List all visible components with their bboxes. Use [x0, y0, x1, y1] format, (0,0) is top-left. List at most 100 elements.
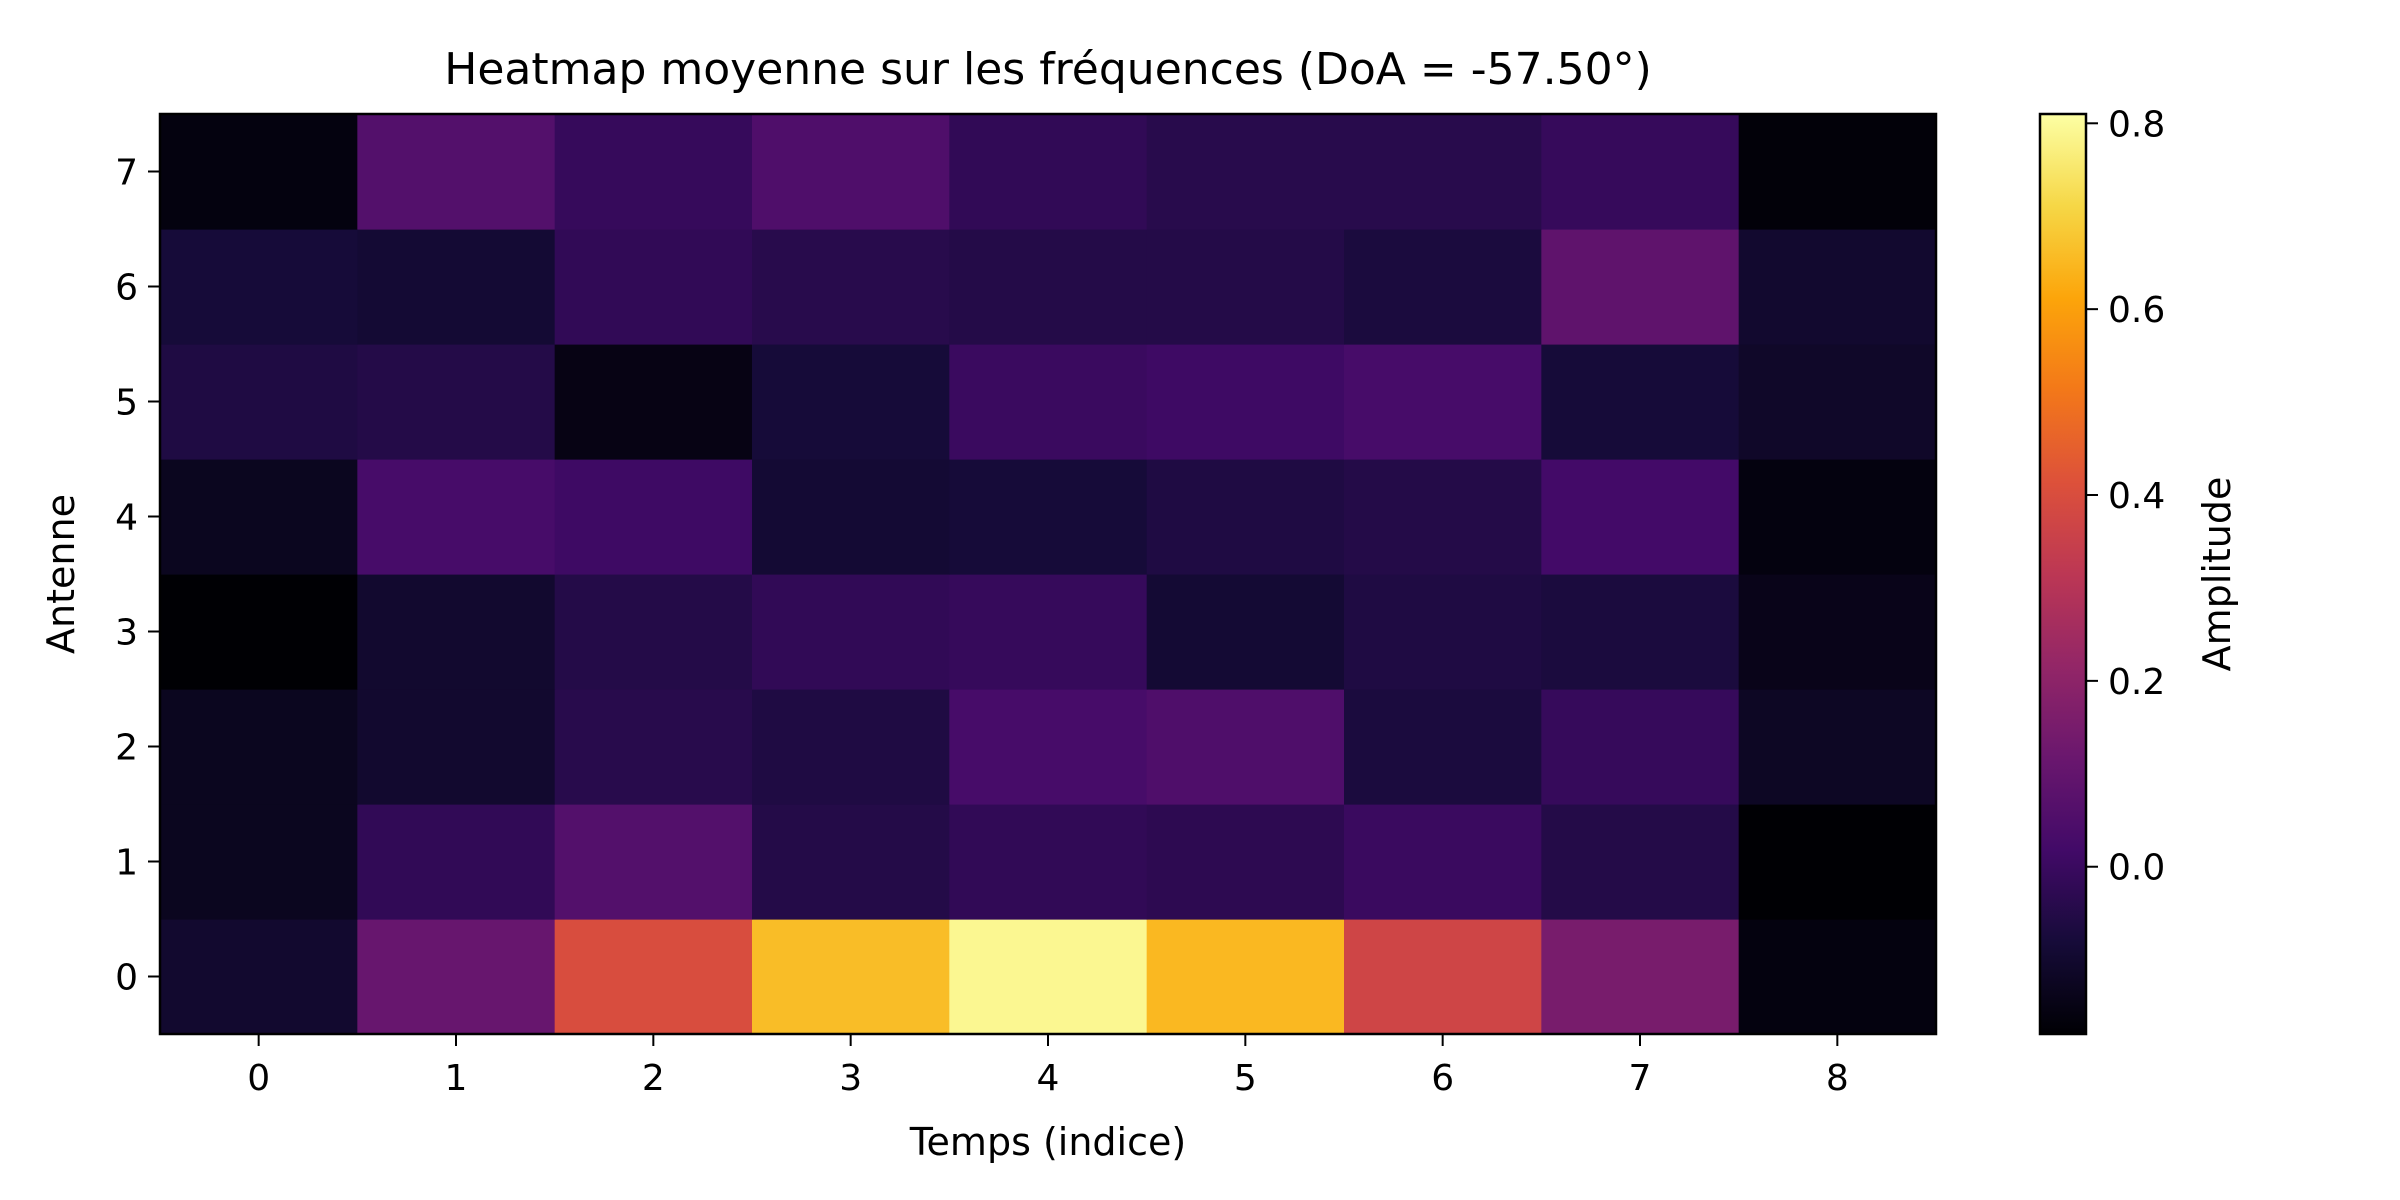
heatmap-cell [1541, 919, 1740, 1035]
y-tick-label: 0 [115, 958, 138, 999]
heatmap-cell [949, 229, 1148, 345]
heatmap-cell [949, 804, 1148, 920]
heatmap-cell [1146, 459, 1345, 575]
colorbar-tick-label: 0.4 [2108, 476, 2165, 517]
heatmap-cell [1738, 919, 1937, 1035]
heatmap-cell [752, 804, 950, 920]
heatmap-cell [160, 114, 358, 230]
heatmap-cell [949, 459, 1148, 575]
heatmap-cell [1541, 344, 1740, 460]
heatmap-cell [160, 459, 358, 575]
x-tick-label: 2 [642, 1058, 665, 1099]
heatmap-cell [357, 114, 556, 230]
heatmap-cell [160, 229, 358, 345]
x-tick-label: 8 [1826, 1058, 1849, 1099]
x-tick-label: 5 [1234, 1058, 1257, 1099]
chart-title: Heatmap moyenne sur les fréquences (DoA … [444, 44, 1651, 95]
heatmap-cell [160, 804, 358, 920]
heatmap-cell [554, 919, 753, 1035]
heatmap-cell [357, 344, 556, 460]
heatmap-cell [1738, 229, 1937, 345]
heatmap-cell [752, 689, 950, 805]
x-axis-ticks: 0 1 2 3 4 5 6 7 8 [247, 1034, 1849, 1099]
heatmap-cell [1146, 574, 1345, 690]
x-tick-label: 1 [445, 1058, 468, 1099]
heatmap-cell [160, 919, 358, 1035]
x-tick-label: 7 [1629, 1058, 1652, 1099]
heatmap-cell [1146, 114, 1345, 230]
heatmap-cell [1344, 574, 1542, 690]
x-tick-label: 0 [247, 1058, 270, 1099]
y-tick-label: 3 [115, 613, 138, 654]
x-tick-label: 6 [1431, 1058, 1454, 1099]
heatmap-cell [752, 574, 950, 690]
heatmap-cell [160, 344, 358, 460]
heatmap-cell [949, 574, 1148, 690]
heatmap-cell [1146, 919, 1345, 1035]
colorbar-tick-label: 0.2 [2108, 662, 2165, 703]
heatmap-cell [554, 804, 753, 920]
y-tick-label: 5 [115, 383, 138, 424]
colorbar-ticks: 0.0 0.2 0.4 0.6 0.8 [2086, 104, 2165, 889]
heatmap-cell [1541, 804, 1740, 920]
heatmap-cell [554, 344, 753, 460]
heatmap-cell [1146, 229, 1345, 345]
heatmap-cell [1738, 114, 1937, 230]
heatmap-cells [160, 114, 1937, 1035]
y-tick-label: 7 [115, 153, 138, 194]
heatmap-cell [949, 344, 1148, 460]
y-axis-ticks: 0 1 2 3 4 5 6 7 [115, 153, 160, 999]
colorbar-tick-label: 0.0 [2108, 848, 2165, 889]
heatmap-cell [160, 689, 358, 805]
heatmap-cell [357, 459, 556, 575]
heatmap-cell [1146, 804, 1345, 920]
heatmap-cell [160, 574, 358, 690]
heatmap-cell [1344, 919, 1542, 1035]
heatmap-cell [949, 919, 1148, 1035]
heatmap-cell [357, 919, 556, 1035]
x-tick-label: 3 [839, 1058, 862, 1099]
heatmap-cell [1738, 689, 1937, 805]
heatmap-cell [752, 229, 950, 345]
heatmap-cell [1344, 114, 1542, 230]
heatmap-cell [1541, 459, 1740, 575]
heatmap-cell [554, 229, 753, 345]
heatmap-cell [1146, 344, 1345, 460]
heatmap-cell [1541, 114, 1740, 230]
heatmap-cell [1344, 689, 1542, 805]
heatmap-cell [357, 804, 556, 920]
colorbar-label: Amplitude [2195, 477, 2239, 672]
heatmap-cell [357, 229, 556, 345]
heatmap-cell [554, 459, 753, 575]
heatmap-cell [1738, 574, 1937, 690]
heatmap-cell [1738, 459, 1937, 575]
heatmap-cell [1541, 689, 1740, 805]
y-tick-label: 1 [115, 843, 138, 884]
heatmap-cell [554, 689, 753, 805]
colorbar-frame [2038, 112, 2088, 1036]
colorbar [2040, 114, 2086, 1034]
heatmap-cell [1344, 229, 1542, 345]
heatmap-cell [1541, 574, 1740, 690]
colorbar-tick-label: 0.6 [2108, 290, 2165, 331]
heatmap-cell [1344, 344, 1542, 460]
heatmap-cell [1344, 459, 1542, 575]
heatmap-cell [752, 344, 950, 460]
heatmap-cell [1738, 804, 1937, 920]
heatmap-cell [1146, 689, 1345, 805]
y-tick-label: 6 [115, 268, 138, 309]
heatmap-cell [357, 689, 556, 805]
heatmap-cell [752, 919, 950, 1035]
heatmap-cell [949, 114, 1148, 230]
heatmap-cell [752, 459, 950, 575]
x-tick-label: 4 [1037, 1058, 1060, 1099]
y-tick-label: 2 [115, 728, 138, 769]
heatmap-cell [752, 114, 950, 230]
x-axis-label: Temps (indice) [909, 1120, 1186, 1164]
colorbar-tick-label: 0.8 [2108, 104, 2165, 145]
heatmap-cell [554, 114, 753, 230]
heatmap-cell [554, 574, 753, 690]
heatmap-cell [357, 574, 556, 690]
y-tick-label: 4 [115, 498, 138, 539]
